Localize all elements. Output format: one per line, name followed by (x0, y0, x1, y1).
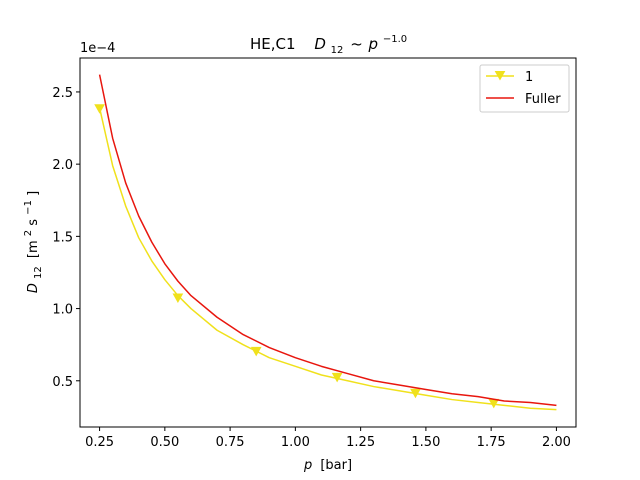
title-formula-symbol: D (314, 35, 326, 53)
series-1-marker (250, 346, 262, 357)
x-tick-label: 0.50 (150, 435, 179, 450)
y-axis-label-unit-sup1: 2 (23, 230, 34, 236)
y-tick-label: 2.5 (52, 86, 73, 101)
x-tick-label: 1.50 (411, 435, 440, 450)
y-axis-label-unit-sup2: −1 (23, 200, 34, 215)
legend-label-fuller: Fuller (525, 92, 561, 107)
y-tick-label: 0.5 (52, 375, 73, 390)
y-tick-label: 1.5 (52, 230, 73, 245)
title-formula-exponent: −1.0 (383, 34, 407, 45)
y-axis-ticks: 0.5 1.0 1.5 2.0 2.5 (52, 86, 80, 390)
x-tick-label: 1.25 (346, 435, 375, 450)
y-tick-label: 2.0 (52, 158, 73, 173)
x-tick-label: 0.75 (216, 435, 245, 450)
y-axis-label-unit-open: [m (26, 240, 41, 258)
chart-title: HE,C1 D 12 ~ p −1.0 (250, 34, 407, 57)
y-axis-label-unit-mid: s (26, 219, 41, 226)
series-1-marker (410, 388, 421, 399)
title-formula-relation: ~ (350, 35, 363, 53)
title-formula-subscript: 12 (331, 45, 344, 56)
series-1-marker (172, 293, 184, 303)
y-tick-label: 1.0 (52, 303, 73, 318)
x-tick-label: 0.25 (85, 435, 114, 450)
x-axis-label: p [bar] (303, 458, 352, 473)
x-tick-label: 1.75 (477, 435, 506, 450)
x-axis-label-unit: [bar] (320, 458, 352, 473)
y-axis-label-unit-close: ] (26, 191, 41, 196)
plot-frame (79, 57, 577, 428)
chart-title-main: HE,C1 (250, 35, 296, 53)
title-formula-base: p (368, 35, 379, 53)
x-tick-label: 2.00 (542, 435, 571, 450)
series-1-marker (94, 104, 105, 114)
series-line-series-1 (98, 107, 557, 411)
x-tick-label: 1.00 (281, 435, 310, 450)
legend-label-series-1: 1 (525, 70, 533, 85)
legend: 1 Fuller (479, 64, 570, 113)
y-axis-label: D 12 [m 2 s −1 ] (20, 191, 45, 293)
series-1-marker (331, 372, 343, 383)
x-axis-label-symbol: p (303, 458, 312, 473)
series-layer (94, 74, 557, 411)
legend-marker-series-1 (494, 71, 506, 81)
series-line-fuller (98, 74, 557, 407)
y-axis-multiplier: 1e−4 (80, 41, 115, 56)
y-axis-label-subscript: 12 (33, 266, 44, 279)
x-axis-ticks: 0.25 0.50 0.75 1.00 1.25 1.50 1.75 2.00 (85, 427, 571, 450)
y-axis-label-symbol: D (26, 283, 41, 293)
